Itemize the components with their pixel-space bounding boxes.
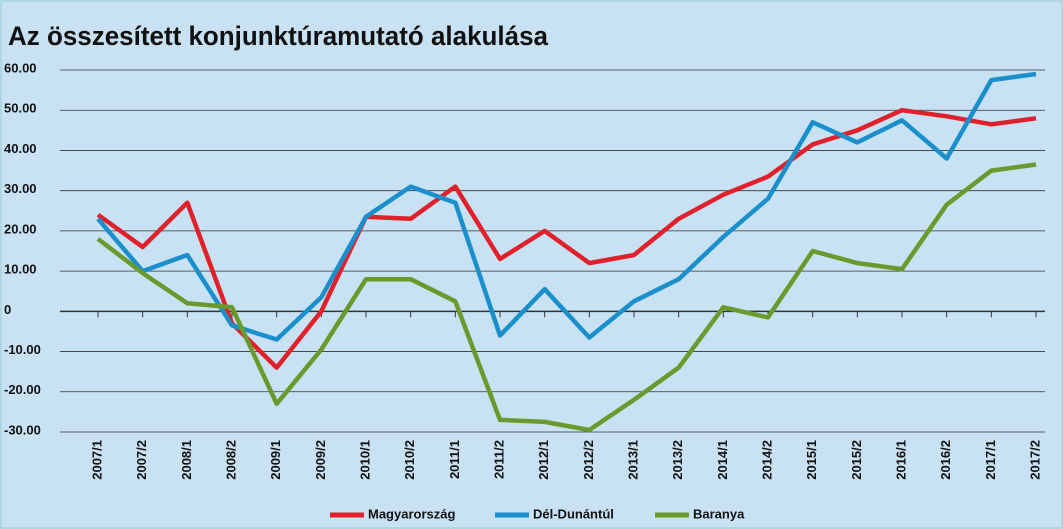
y-tick-label: 50.00 — [4, 101, 37, 116]
x-tick-label: 2007/1 — [89, 440, 104, 480]
x-tick-label: 2007/2 — [134, 440, 149, 480]
x-tick-label: 2011/2 — [491, 440, 506, 479]
x-tick-label: 2014/1 — [715, 440, 730, 480]
line-series — [96, 162, 1037, 433]
legend-label: Dél-Dunántúl — [533, 506, 614, 521]
x-tick-label: 2017/2 — [1027, 440, 1042, 480]
y-tick-label: -30.00 — [4, 422, 41, 437]
x-tick-label: 2008/1 — [179, 440, 194, 480]
x-tick-label: 2013/1 — [625, 440, 640, 480]
y-tick-label: -10.00 — [4, 342, 41, 357]
x-tick-label: 2015/1 — [804, 440, 819, 480]
x-tick-label: 2016/2 — [938, 440, 953, 480]
chart-title: Az összesített konjunktúramutató alakulá… — [8, 21, 549, 51]
y-tick-label: 0 — [4, 302, 11, 317]
x-tick-label: 2010/1 — [357, 440, 372, 480]
legend-label: Baranya — [693, 506, 745, 521]
x-tick-label: 2009/1 — [268, 440, 283, 480]
x-tick-label: 2009/2 — [313, 440, 328, 480]
y-tick-label: 10.00 — [4, 262, 37, 277]
x-tick-label: 2012/1 — [536, 440, 551, 480]
line-series — [96, 107, 1037, 370]
y-tick-label: 30.00 — [4, 181, 37, 196]
x-tick-label: 2015/2 — [849, 440, 864, 480]
x-tick-label: 2011/1 — [447, 440, 462, 479]
x-tick-label: 2014/2 — [759, 440, 774, 480]
x-tick-label: 2008/2 — [223, 440, 238, 480]
x-tick-label: 2012/2 — [581, 440, 596, 480]
y-tick-label: 20.00 — [4, 221, 37, 236]
y-tick-label: -20.00 — [4, 382, 41, 397]
x-tick-label: 2017/1 — [983, 440, 998, 480]
x-tick-label: 2016/1 — [893, 440, 908, 480]
y-tick-label: 60.00 — [4, 60, 37, 75]
x-tick-label: 2013/2 — [670, 440, 685, 480]
y-tick-label: 40.00 — [4, 141, 37, 156]
legend-label: Magyarország — [368, 506, 455, 521]
line-series — [96, 71, 1037, 342]
x-tick-label: 2010/2 — [402, 440, 417, 480]
